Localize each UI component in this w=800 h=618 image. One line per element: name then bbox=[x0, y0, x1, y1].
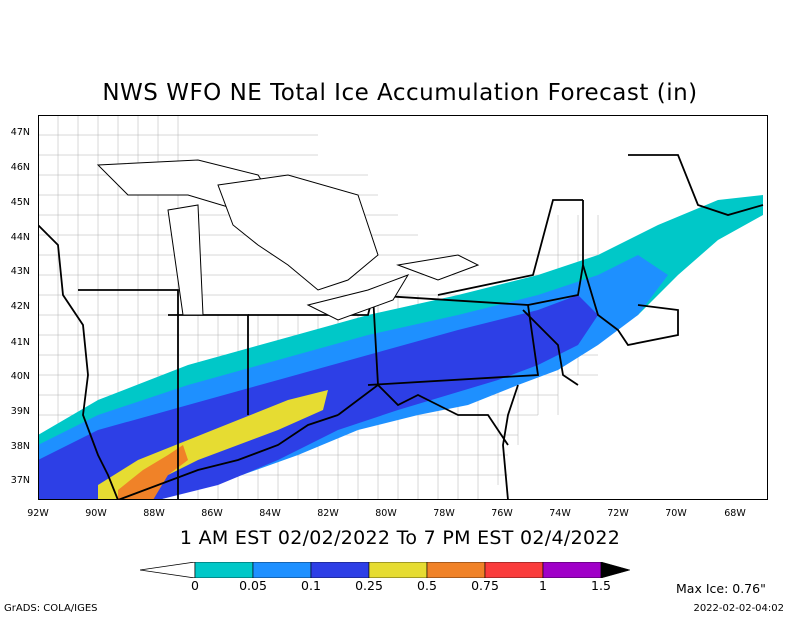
state-borders bbox=[38, 154, 764, 500]
lon-label: 82W bbox=[317, 508, 339, 519]
legend-label: 0.25 bbox=[355, 578, 383, 593]
lon-label: 80W bbox=[375, 508, 397, 519]
lat-label: 41N bbox=[10, 337, 30, 348]
lon-label: 78W bbox=[433, 508, 455, 519]
legend-label: 0.75 bbox=[471, 578, 499, 593]
ice-band-0-75 bbox=[118, 445, 188, 500]
legend-swatch bbox=[252, 562, 312, 578]
legend-label: 0.5 bbox=[417, 578, 437, 593]
lat-label: 43N bbox=[10, 266, 30, 277]
lat-label: 40N bbox=[10, 371, 30, 382]
lat-label: 38N bbox=[10, 441, 30, 452]
max-ice-label: Max Ice: 0.76" bbox=[676, 581, 766, 596]
lon-label: 70W bbox=[665, 508, 687, 519]
lat-label: 46N bbox=[10, 162, 30, 173]
lon-label: 92W bbox=[27, 508, 49, 519]
lat-label: 47N bbox=[10, 127, 30, 138]
legend-swatch bbox=[426, 562, 486, 578]
lat-label: 44N bbox=[10, 232, 30, 243]
great-lakes bbox=[96, 159, 480, 321]
legend-upper-triangle bbox=[600, 562, 630, 578]
lon-label: 88W bbox=[143, 508, 165, 519]
legend-swatch bbox=[484, 562, 544, 578]
lon-label: 74W bbox=[549, 508, 571, 519]
lon-label: 90W bbox=[85, 508, 107, 519]
legend-swatch bbox=[368, 562, 428, 578]
legend-swatch bbox=[194, 562, 254, 578]
legend-label: 0.05 bbox=[239, 578, 267, 593]
lon-label: 86W bbox=[201, 508, 223, 519]
ice-accumulation-map bbox=[38, 115, 768, 500]
credit-text: GrADS: COLA/IGES bbox=[4, 603, 98, 614]
forecast-period: 1 AM EST 02/02/2022 To 7 PM EST 02/4/202… bbox=[179, 527, 621, 549]
lat-label: 39N bbox=[10, 406, 30, 417]
legend-colorbar bbox=[140, 562, 630, 578]
legend-label: 0.1 bbox=[301, 578, 321, 593]
legend-swatch bbox=[542, 562, 602, 578]
lat-label: 45N bbox=[10, 197, 30, 208]
lon-label: 72W bbox=[607, 508, 629, 519]
legend-label: 0 bbox=[191, 578, 199, 593]
lat-label: 42N bbox=[10, 301, 30, 312]
lat-label: 37N bbox=[10, 475, 30, 486]
legend-swatch bbox=[310, 562, 370, 578]
lon-label: 84W bbox=[259, 508, 281, 519]
legend-lower-triangle bbox=[140, 562, 196, 578]
legend-label: 1 bbox=[539, 578, 547, 593]
lon-label: 68W bbox=[724, 508, 746, 519]
legend-label: 1.5 bbox=[591, 578, 611, 593]
map-title: NWS WFO NE Total Ice Accumulation Foreca… bbox=[102, 80, 698, 106]
timestamp-text: 2022-02-02-04:02 bbox=[693, 603, 784, 614]
lon-label: 76W bbox=[491, 508, 513, 519]
